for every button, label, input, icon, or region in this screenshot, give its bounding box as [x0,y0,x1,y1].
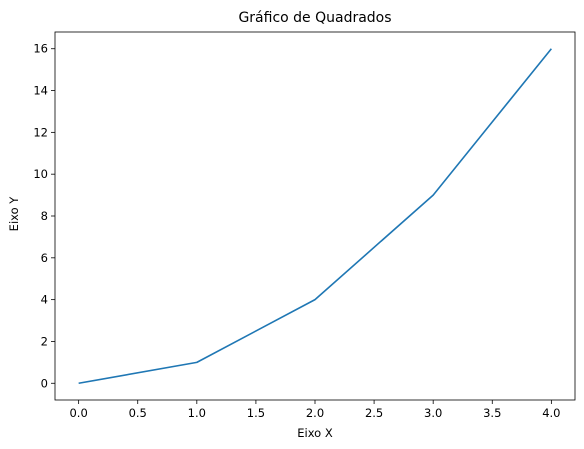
y-tick-label: 14 [33,84,48,98]
y-tick-label: 8 [41,209,48,223]
x-tick-label: 3.0 [424,406,442,420]
x-tick-label: 0.5 [129,406,147,420]
y-tick-label: 12 [33,125,48,139]
x-axis-label: Eixo X [297,426,333,440]
y-axis-ticks: 0 2 4 6 8 10 12 14 16 [33,42,55,390]
plot-frame [54,31,576,401]
series-line-0 [78,48,552,385]
x-axis-ticks: 0.0 0.5 1.0 1.5 2.0 2.5 3.0 3.5 4.0 [69,400,561,420]
x-tick-label: 1.5 [247,406,265,420]
x-tick-label: 4.0 [542,406,560,420]
y-tick-label: 6 [41,251,48,265]
x-tick-label: 0.0 [69,406,87,420]
y-tick-label: 0 [41,376,48,390]
x-tick-label: 2.5 [365,406,383,420]
series-layer [78,48,552,385]
y-tick-label: 16 [33,42,48,56]
chart-title: Gráfico de Quadrados [238,10,391,26]
y-tick-label: 2 [41,334,48,348]
plot-area [54,31,576,401]
x-tick-label: 2.0 [306,406,324,420]
x-tick-label: 3.5 [483,406,501,420]
x-tick-label: 1.0 [188,406,206,420]
y-tick-label: 4 [41,293,48,307]
y-tick-label: 10 [33,167,48,181]
y-axis-label: Eixo Y [7,196,21,232]
